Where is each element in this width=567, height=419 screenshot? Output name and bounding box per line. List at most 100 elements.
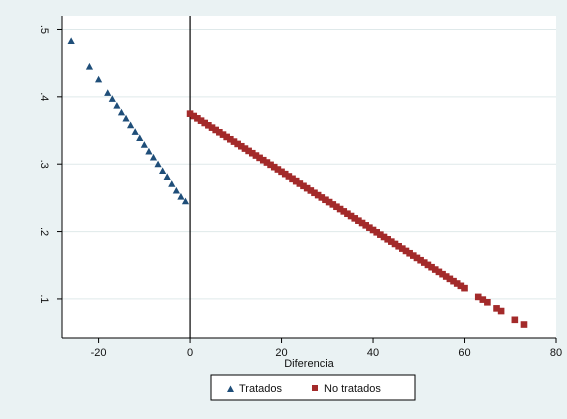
legend: Tratados No tratados — [210, 374, 416, 401]
data-point-no-tratados — [322, 196, 329, 204]
data-point-no-tratados — [511, 316, 519, 324]
data-point-no-tratados — [336, 205, 344, 213]
data-point-no-tratados — [245, 147, 252, 155]
data-point-no-tratados — [417, 256, 424, 264]
data-point-no-tratados — [296, 180, 304, 187]
data-point-tratados — [127, 121, 135, 129]
data-point-tratados — [122, 114, 130, 122]
x-tick-label: 20 — [275, 347, 287, 359]
data-point-tratados — [94, 75, 103, 83]
data-point-no-tratados — [344, 210, 351, 218]
x-ticks: -20 0 20 40 60 80 — [91, 338, 562, 359]
data-point-no-tratados — [259, 156, 267, 164]
data-point-no-tratados — [358, 219, 366, 227]
data-point-tratados — [159, 167, 167, 174]
data-point-no-tratados — [520, 321, 528, 328]
data-point-no-tratados — [333, 203, 340, 211]
data-point-no-tratados — [314, 191, 322, 199]
x-tick-label: -20 — [91, 347, 107, 359]
data-point-no-tratados — [461, 284, 468, 292]
data-point-no-tratados — [347, 212, 355, 220]
y-tick-label: .1 — [38, 294, 50, 303]
data-point-tratados — [113, 101, 121, 109]
data-point-no-tratados — [373, 229, 380, 236]
data-point-tratados — [140, 141, 148, 148]
series-no-tratados — [186, 110, 528, 328]
data-point-no-tratados — [256, 154, 263, 162]
data-point-no-tratados — [285, 173, 293, 180]
data-point-tratados — [181, 197, 190, 205]
data-point-no-tratados — [234, 140, 241, 148]
data-point-tratados — [163, 173, 171, 181]
data-point-no-tratados — [216, 128, 223, 136]
data-point-no-tratados — [457, 282, 465, 290]
data-point-no-tratados — [212, 126, 219, 134]
data-point-no-tratados — [186, 110, 194, 117]
square-icon — [312, 385, 318, 391]
data-point-no-tratados — [424, 261, 432, 269]
data-point-no-tratados — [413, 254, 421, 262]
grid-lines — [62, 28, 556, 300]
data-point-tratados — [136, 134, 144, 141]
data-point-no-tratados — [248, 149, 256, 157]
series-tratados — [67, 37, 190, 205]
data-point-no-tratados — [497, 307, 505, 315]
data-point-no-tratados — [366, 224, 373, 231]
data-point-no-tratados — [377, 231, 384, 238]
data-point-no-tratados — [428, 263, 435, 271]
data-point-no-tratados — [318, 194, 326, 201]
data-point-no-tratados — [278, 168, 285, 176]
data-point-no-tratados — [439, 270, 446, 278]
y-tick-label: .5 — [38, 25, 50, 34]
data-point-no-tratados — [453, 280, 461, 287]
data-point-no-tratados — [270, 163, 278, 171]
data-point-no-tratados — [311, 189, 318, 197]
y-ticks: .1 .2 .3 .4 .5 — [38, 25, 62, 304]
data-point-no-tratados — [442, 273, 450, 280]
data-point-no-tratados — [435, 268, 443, 276]
x-tick-label: 40 — [367, 347, 379, 359]
data-point-no-tratados — [252, 152, 260, 159]
data-point-no-tratados — [325, 198, 333, 206]
data-point-no-tratados — [263, 159, 271, 166]
data-point-no-tratados — [474, 293, 482, 301]
data-point-no-tratados — [450, 277, 457, 285]
triangle-icon — [227, 385, 234, 392]
data-point-no-tratados — [384, 235, 391, 243]
data-point-no-tratados — [351, 215, 359, 222]
y-tick-label: .2 — [38, 227, 50, 236]
data-point-tratados — [154, 160, 162, 168]
data-point-tratados — [108, 95, 116, 102]
data-point-no-tratados — [329, 201, 337, 208]
data-point-no-tratados — [267, 161, 274, 169]
data-point-no-tratados — [431, 266, 439, 273]
data-point-no-tratados — [190, 112, 198, 120]
x-tick-label: 80 — [550, 347, 562, 359]
data-point-tratados — [172, 186, 180, 194]
data-point-no-tratados — [300, 182, 307, 190]
data-point-no-tratados — [274, 166, 282, 173]
data-point-no-tratados — [303, 184, 311, 192]
data-point-no-tratados — [205, 122, 212, 129]
data-point-no-tratados — [409, 252, 417, 259]
data-point-no-tratados — [420, 259, 428, 266]
data-point-no-tratados — [227, 135, 234, 143]
y-tick-label: .3 — [38, 160, 50, 169]
data-point-tratados — [168, 180, 176, 187]
data-point-no-tratados — [369, 226, 377, 234]
x-tick-label: 0 — [187, 347, 193, 359]
data-point-no-tratados — [493, 305, 500, 312]
data-point-no-tratados — [289, 175, 296, 183]
data-point-no-tratados — [446, 275, 454, 283]
x-tick-label: 60 — [458, 347, 470, 359]
data-point-tratados — [149, 153, 158, 161]
data-point-no-tratados — [484, 298, 491, 306]
data-point-no-tratados — [388, 238, 395, 245]
data-point-no-tratados — [355, 217, 362, 224]
data-point-no-tratados — [406, 249, 413, 257]
data-point-tratados — [67, 37, 75, 44]
data-point-no-tratados — [391, 240, 399, 248]
data-point-no-tratados — [208, 124, 216, 131]
data-point-no-tratados — [219, 131, 227, 138]
data-point-no-tratados — [241, 145, 249, 152]
